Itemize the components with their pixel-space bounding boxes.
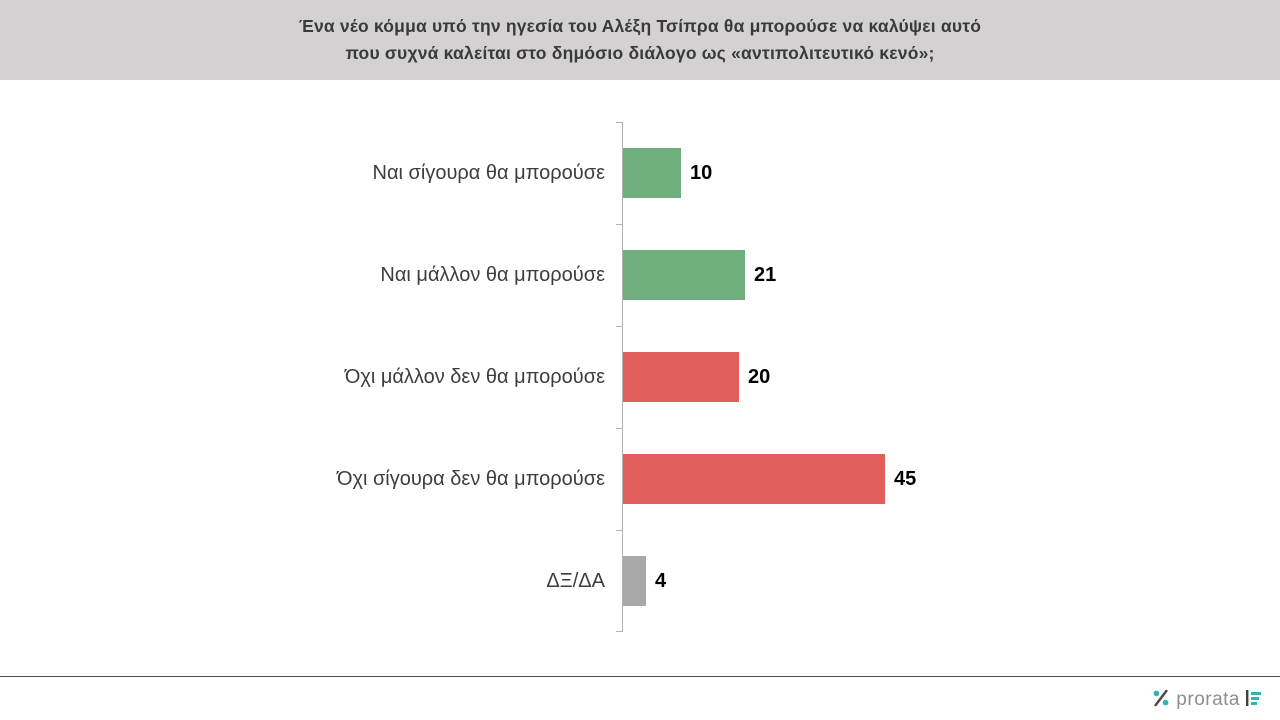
value-label: 45: [894, 467, 917, 490]
value-label: 20: [748, 365, 771, 388]
bar-chart: Ναι σίγουρα θα μπορούσε 10 Ναι μάλλον θα…: [0, 122, 1280, 632]
value-label: 4: [655, 569, 667, 592]
axis-tick: [616, 428, 622, 429]
bar-row: Ναι μάλλον θα μπορούσε 21: [0, 224, 1280, 326]
bar-row: Όχι μάλλον δεν θα μπορούσε 20: [0, 326, 1280, 428]
axis-tick: [616, 326, 622, 327]
axis-tick: [616, 224, 622, 225]
bar: [623, 148, 681, 198]
category-label: Ναι μάλλον θα μπορούσε: [380, 263, 605, 286]
percent-icon: [1151, 688, 1171, 713]
bar: [623, 454, 885, 504]
axis-tick: [616, 122, 622, 123]
axis-tick: [616, 631, 622, 632]
brand-logo: prorata: [1151, 686, 1262, 714]
bar: [623, 250, 745, 300]
bar: [623, 352, 739, 402]
y-axis-line: [622, 122, 623, 632]
bar-row: ΔΞ/ΔΑ 4: [0, 530, 1280, 632]
bar: [623, 556, 646, 606]
value-label: 10: [690, 161, 713, 184]
bar-row: Όχι σίγουρα δεν θα μπορούσε 45: [0, 428, 1280, 530]
bars-icon: [1245, 689, 1262, 712]
category-label: Όχι σίγουρα δεν θα μπορούσε: [336, 467, 605, 490]
value-label: 21: [754, 263, 777, 286]
question-title-line2: που συχνά καλείται στο δημόσιο διάλογο ω…: [345, 43, 935, 63]
category-label: ΔΞ/ΔΑ: [546, 569, 605, 592]
category-label: Όχι μάλλον δεν θα μπορούσε: [344, 365, 605, 388]
question-title-line1: Ένα νέο κόμμα υπό την ηγεσία του Αλέξη Τ…: [298, 15, 982, 36]
axis-tick: [616, 530, 622, 531]
brand-name: prorata: [1176, 689, 1240, 710]
category-label: Ναι σίγουρα θα μπορούσε: [372, 161, 605, 184]
footer-divider: [0, 676, 1280, 677]
bar-row: Ναι σίγουρα θα μπορούσε 10: [0, 122, 1280, 224]
question-banner: Ένα νέο κόμμα υπό την ηγεσία του Αλέξη Τ…: [0, 0, 1280, 80]
